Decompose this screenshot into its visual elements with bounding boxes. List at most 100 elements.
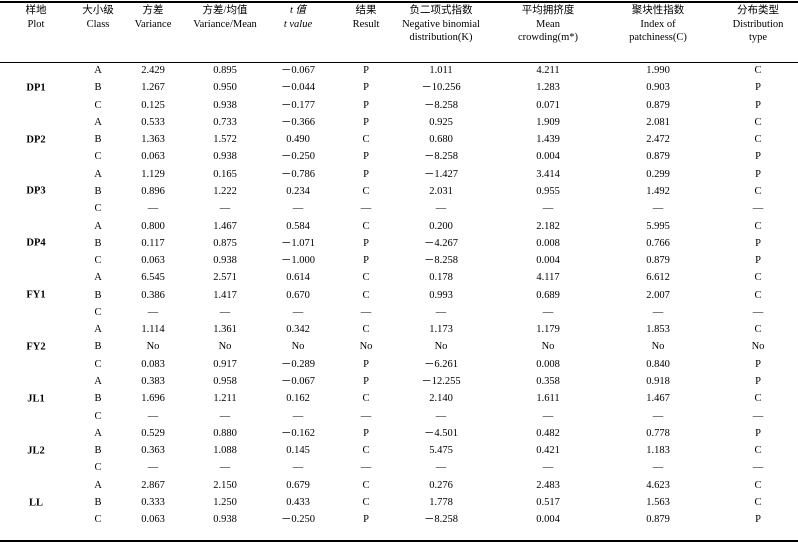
header-class-en: Class — [86, 18, 110, 30]
cell-vm: — — [219, 306, 231, 318]
cell-c: 0.840 — [646, 358, 670, 370]
cell-k: －10.256 — [421, 82, 461, 94]
header-c-en2: patchiness(C) — [629, 32, 687, 43]
cell-type: C — [754, 445, 762, 457]
cell-k: 0.993 — [429, 289, 453, 301]
header-type-zh: 分布类型 — [736, 5, 779, 16]
cell-type: P — [755, 255, 761, 267]
cell-variance: 0.063 — [141, 151, 165, 163]
cell-m: 0.004 — [536, 514, 560, 526]
cell-type: C — [754, 289, 762, 301]
header-result: 结果 Result — [353, 4, 380, 31]
cell-variance: 0.896 — [141, 185, 165, 197]
cell-vm: 0.938 — [213, 514, 237, 526]
cell-class: C — [94, 358, 102, 370]
cell-m: 0.008 — [536, 358, 560, 370]
cell-t: 0.162 — [286, 393, 310, 405]
cell-vm: 0.875 — [213, 237, 237, 249]
cell-class: B — [94, 237, 102, 249]
cell-variance: 0.063 — [141, 514, 165, 526]
plot-label: DP4 — [26, 237, 46, 249]
cell-k: 5.475 — [429, 445, 453, 457]
cell-result: C — [362, 185, 370, 197]
cell-c: — — [652, 203, 664, 215]
cell-k: －12.255 — [421, 376, 461, 388]
cell-m: — — [542, 462, 554, 474]
cell-k: －4.267 — [423, 237, 459, 249]
cell-type: P — [755, 376, 761, 388]
header-type-en2: type — [748, 32, 768, 43]
cell-result: P — [363, 151, 369, 163]
cell-type: P — [755, 358, 761, 370]
cell-k: －4.501 — [423, 427, 459, 439]
cell-t: 0.614 — [286, 272, 310, 284]
cell-result: P — [363, 168, 369, 180]
cell-result: C — [362, 289, 370, 301]
cell-c: 2.081 — [646, 116, 670, 128]
cell-k: －8.258 — [423, 514, 459, 526]
cell-result: C — [362, 497, 370, 508]
cell-t: －0.250 — [280, 151, 316, 163]
cell-variance: — — [147, 203, 159, 215]
cell-t: 0.584 — [286, 220, 310, 232]
cell-k: 0.178 — [429, 272, 453, 284]
cell-t: 0.145 — [286, 445, 310, 457]
cell-class: C — [94, 151, 102, 163]
cell-k: — — [435, 306, 447, 318]
cell-result: C — [362, 393, 370, 405]
cell-t: －0.067 — [280, 65, 316, 76]
cell-c: 0.879 — [646, 255, 670, 267]
cell-result: — — [360, 462, 372, 474]
cell-class: C — [94, 255, 102, 267]
cell-k: 0.925 — [429, 116, 453, 128]
cell-vm: 1.361 — [213, 324, 237, 336]
cell-variance: 1.267 — [141, 82, 165, 94]
cell-variance: 0.083 — [141, 358, 165, 370]
cell-vm: 1.417 — [213, 289, 237, 301]
cell-m: — — [542, 306, 554, 318]
cell-vm: 0.938 — [213, 99, 237, 111]
cell-m: 2.182 — [536, 220, 560, 232]
cell-t: 0.433 — [286, 497, 310, 508]
cell-type: P — [755, 427, 761, 439]
cell-t: －1.000 — [280, 255, 316, 267]
cell-variance: 0.533 — [141, 116, 165, 128]
cell-k: 1.173 — [429, 324, 453, 336]
cell-t: — — [292, 410, 304, 422]
cell-c: 0.903 — [646, 82, 670, 94]
cell-k: 0.200 — [429, 220, 453, 232]
cell-c: 1.467 — [646, 393, 670, 405]
table-header-rule — [0, 62, 798, 63]
cell-t: －0.067 — [280, 376, 316, 388]
cell-m: 0.517 — [536, 497, 560, 508]
cell-vm: 1.222 — [213, 185, 237, 197]
cell-t: — — [292, 203, 304, 215]
cell-variance: 0.529 — [141, 427, 165, 439]
cell-result: No — [359, 341, 373, 353]
cell-m: 4.117 — [536, 272, 560, 284]
cell-variance: 0.117 — [141, 237, 165, 249]
cell-c: 4.623 — [646, 479, 670, 491]
cell-t: －0.162 — [280, 427, 316, 439]
cell-variance: 0.063 — [141, 255, 165, 267]
cell-variance: 0.383 — [141, 376, 165, 388]
plot-label: FY1 — [26, 289, 46, 301]
cell-vm: 0.938 — [213, 255, 237, 267]
cell-class: A — [94, 272, 102, 284]
cell-result: P — [363, 237, 369, 249]
cell-c: 0.879 — [646, 514, 670, 526]
cell-class: B — [94, 82, 102, 94]
cell-vm: — — [219, 203, 231, 215]
cell-type: — — [752, 462, 764, 474]
cell-class: C — [94, 306, 102, 318]
cell-t: －0.289 — [280, 358, 316, 370]
cell-type: — — [752, 306, 764, 318]
cell-type: C — [754, 65, 762, 76]
cell-variance: — — [147, 462, 159, 474]
cell-k: No — [434, 341, 448, 353]
cell-result: — — [360, 203, 372, 215]
cell-type: C — [754, 324, 762, 336]
cell-c: — — [652, 410, 664, 422]
cell-vm: 0.938 — [213, 151, 237, 163]
cell-class: A — [94, 65, 102, 76]
